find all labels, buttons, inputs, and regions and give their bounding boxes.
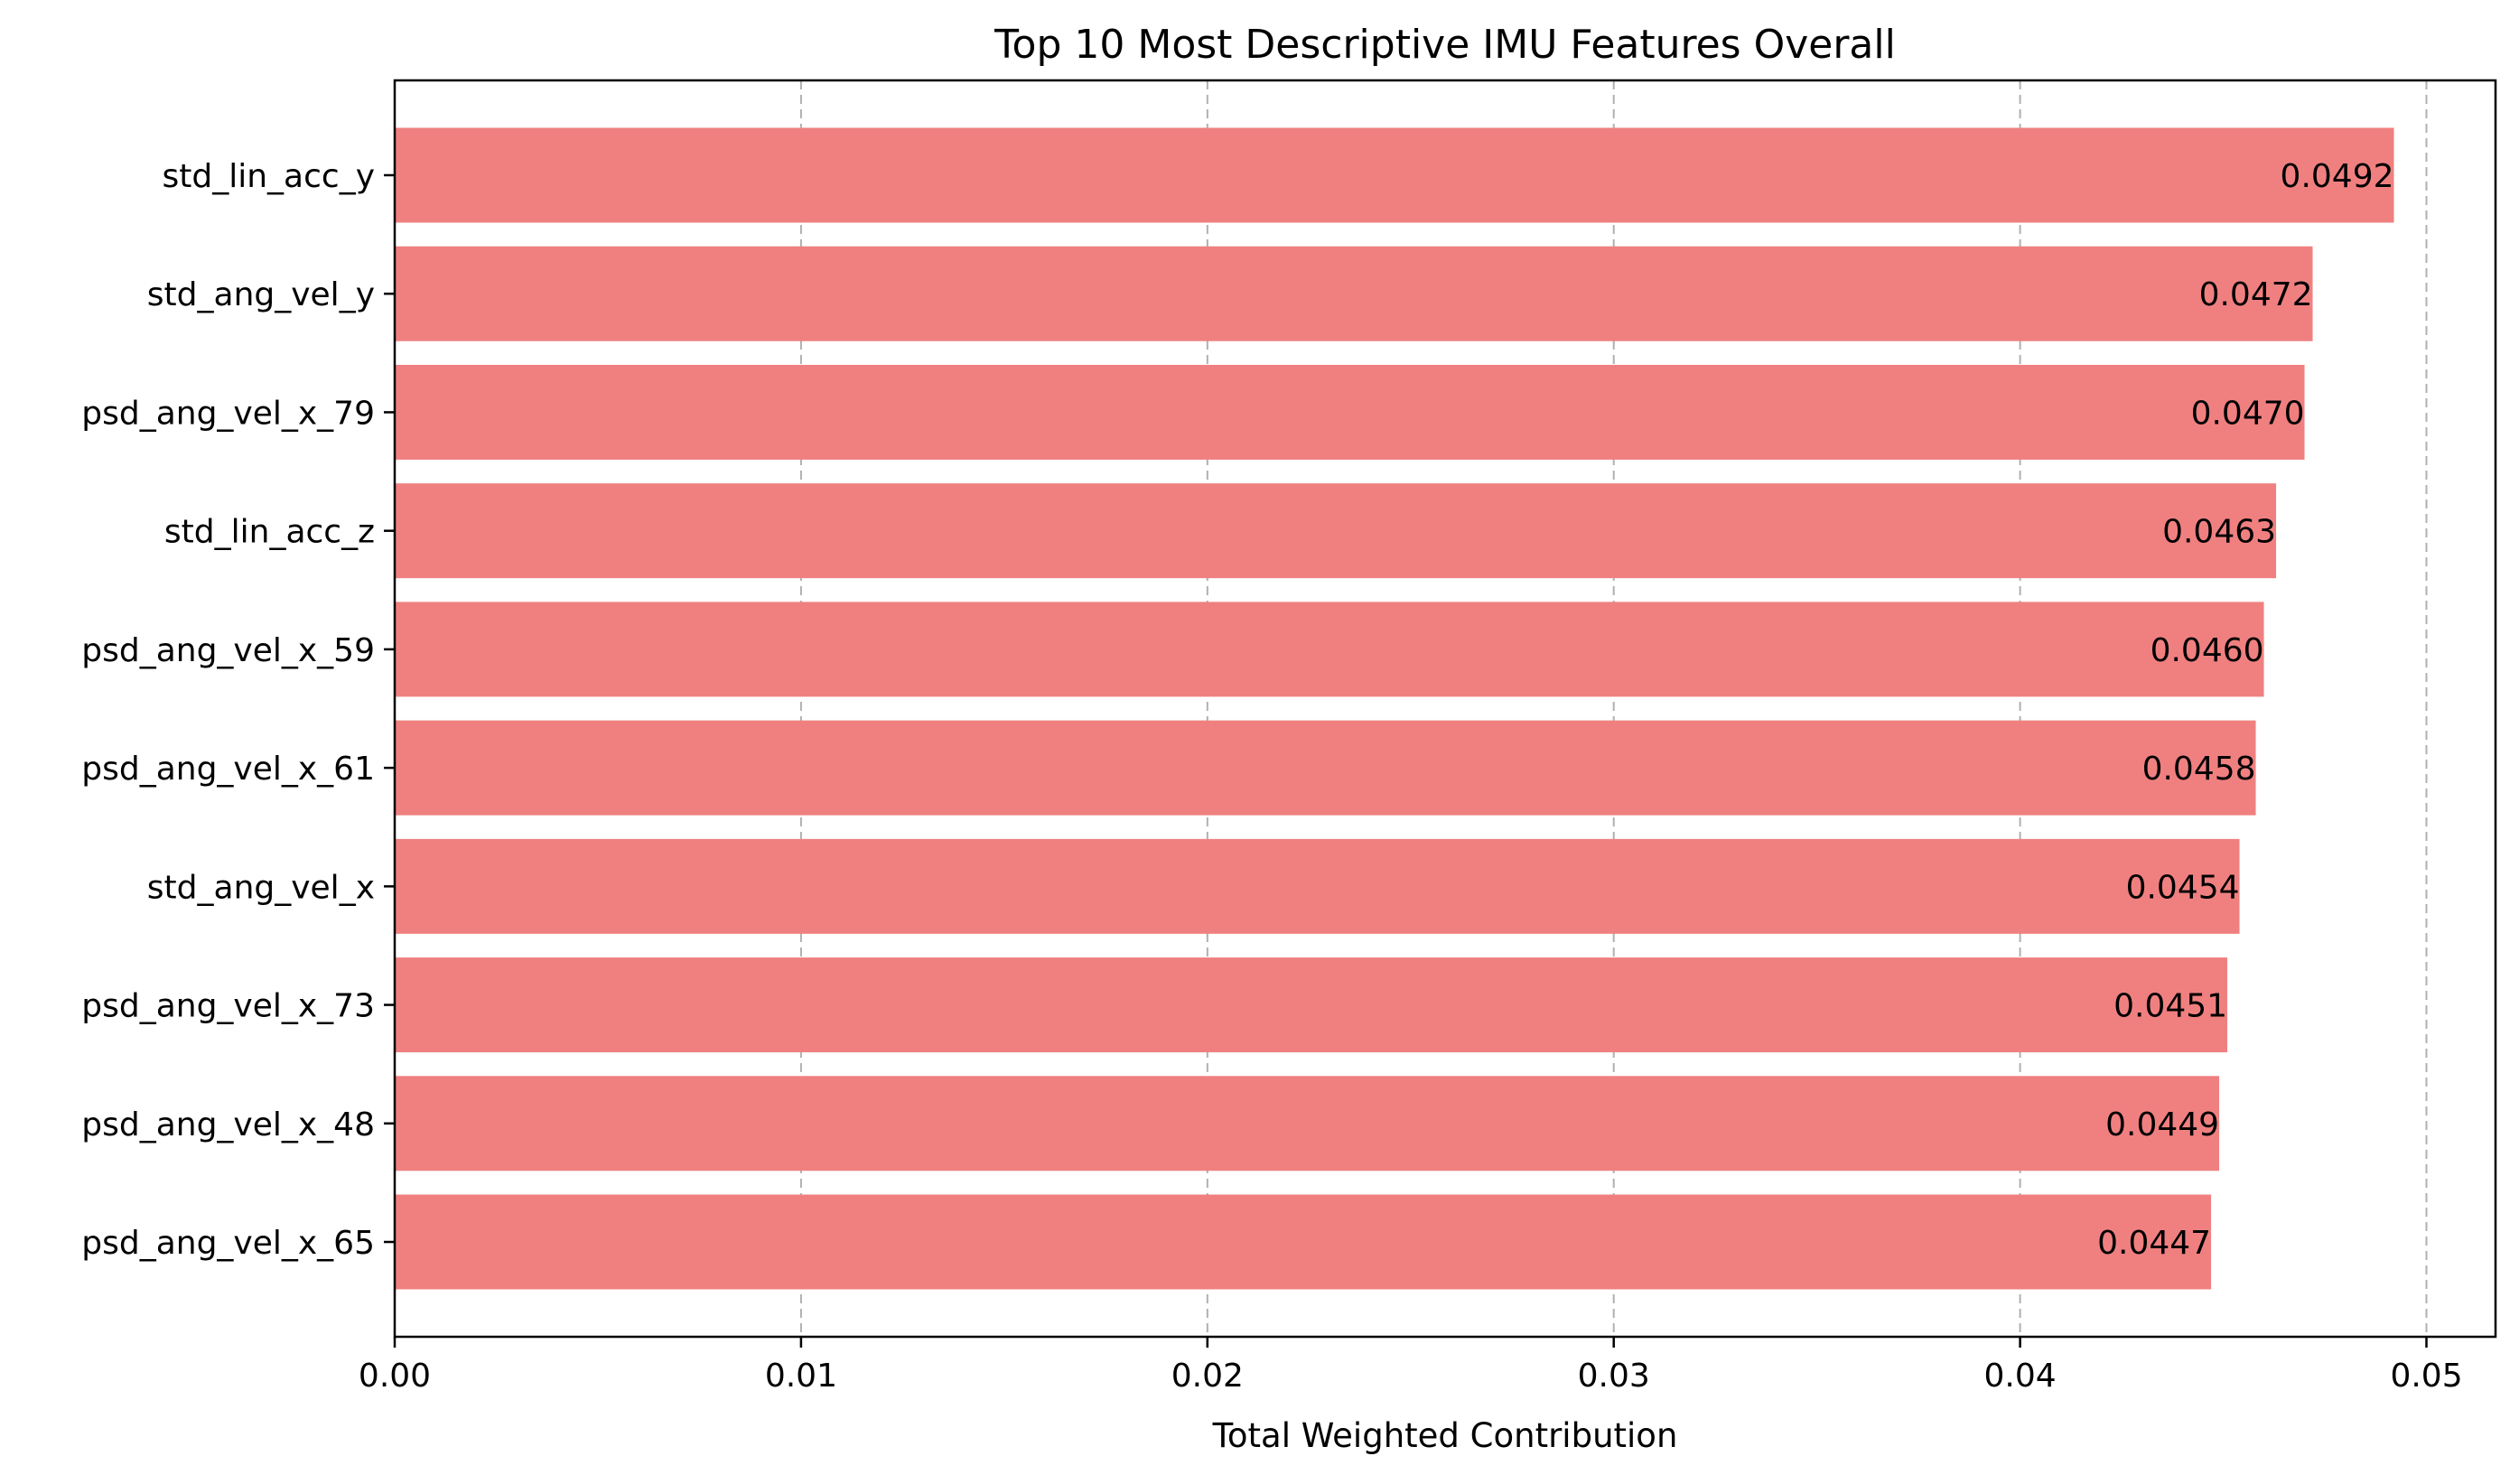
bar [395, 720, 2256, 816]
y-tick-label: psd_ang_vel_x_59 [81, 632, 375, 669]
bar-value-label: 0.0454 [2126, 869, 2240, 906]
y-tick-label: psd_ang_vel_x_61 [81, 751, 375, 788]
chart-title: Top 10 Most Descriptive IMU Features Ove… [994, 22, 1896, 68]
axes-frame [393, 79, 2497, 1339]
y-tick-label: psd_ang_vel_x_65 [81, 1225, 375, 1262]
x-tick-label: 0.00 [359, 1358, 431, 1395]
y-tick-label: std_ang_vel_x [147, 869, 375, 906]
bar [395, 246, 2313, 341]
y-tick-label: psd_ang_vel_x_79 [81, 395, 375, 432]
bar-value-label: 0.0472 [2199, 276, 2313, 313]
x-ticks: 0.00 0.01 0.02 0.03 0.04 0.05 [359, 1337, 2463, 1395]
x-axis-label: Total Weighted Contribution [1212, 1416, 1678, 1455]
bar-value-label: 0.0463 [2162, 514, 2276, 551]
bar-value-label: 0.0449 [2105, 1106, 2219, 1143]
bar-value-label: 0.0470 [2191, 395, 2305, 432]
value-labels: 0.0492 0.0472 0.0470 0.0463 0.0460 0.0458 0.04… [2097, 158, 2393, 1262]
bar-value-label: 0.0451 [2113, 988, 2227, 1025]
bar [395, 483, 2277, 579]
bars [395, 127, 2394, 1290]
x-tick-label: 0.05 [2390, 1358, 2462, 1395]
bar [395, 957, 2228, 1053]
y-tick-label: std_lin_acc_y [163, 158, 376, 195]
bar [395, 364, 2305, 460]
bar-value-label: 0.0447 [2097, 1225, 2211, 1262]
bar-value-label: 0.0492 [2281, 158, 2394, 195]
y-tick-label: std_ang_vel_y [147, 276, 375, 313]
bar [395, 1194, 2212, 1290]
bar [395, 127, 2394, 223]
bar [395, 1076, 2220, 1171]
y-tick-label: std_lin_acc_z [164, 514, 375, 551]
x-tick-label: 0.03 [1578, 1358, 1650, 1395]
y-ticks: std_lin_acc_y std_ang_vel_y psd_ang_vel_x_… [81, 158, 395, 1262]
x-tick-label: 0.04 [1984, 1358, 2057, 1395]
bar [395, 838, 2240, 934]
x-tick-label: 0.01 [765, 1358, 837, 1395]
bar-value-label: 0.0460 [2150, 632, 2264, 669]
bar [395, 602, 2264, 697]
y-tick-label: psd_ang_vel_x_48 [81, 1106, 375, 1143]
bar-value-label: 0.0458 [2142, 751, 2256, 788]
y-tick-label: psd_ang_vel_x_73 [81, 988, 375, 1025]
x-tick-label: 0.02 [1171, 1358, 1244, 1395]
